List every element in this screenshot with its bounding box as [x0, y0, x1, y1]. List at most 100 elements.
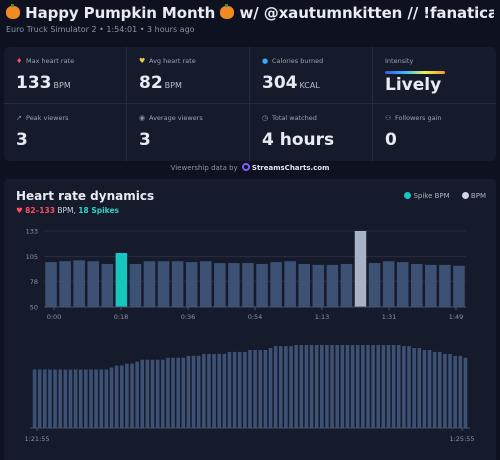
bpm-bar — [68, 369, 73, 428]
bpm-bar — [371, 345, 375, 428]
bpm-bar — [109, 367, 114, 428]
bpm-bar — [330, 345, 334, 428]
x-tick-label: 1:13 — [315, 313, 330, 321]
bpm-bar — [101, 263, 114, 307]
stat-label: Total watched — [272, 114, 317, 122]
bpm-bar — [368, 263, 381, 307]
bpm-bar — [114, 365, 119, 428]
clock-icon: ◷ — [262, 114, 269, 122]
legend-spike-bpm[interactable]: Spike BPM — [404, 192, 450, 200]
stat-value: 82 — [139, 73, 163, 93]
stat-label: Followers gain — [395, 114, 442, 122]
stream-title[interactable]: Happy Pumpkin Month w/ @xautumnkitten //… — [6, 4, 494, 22]
bpm-bar — [232, 351, 237, 428]
stream-subtitle: Euro Truck Simulator 2 • 1:54:01 • 3 hou… — [6, 25, 195, 34]
legend-label: BPM — [470, 192, 486, 200]
bpm-bar — [386, 345, 391, 428]
stat-value: 4 hours — [262, 130, 335, 150]
heart-rate-chart[interactable]: 50 78 105 133 0:00 0:18 0:36 0:54 1:13 1:31 1:49 — [4, 221, 496, 346]
bpm-bar — [381, 345, 386, 428]
streamscharts-link[interactable]: StreamsCharts.com — [251, 164, 330, 172]
bpm-bar — [53, 369, 57, 428]
bpm-bar — [422, 350, 427, 428]
stat-intensity: Intensity Lively — [373, 47, 496, 104]
x-tick-label: 0:00 — [47, 313, 62, 321]
bpm-bar — [345, 345, 350, 428]
bpm-bar — [32, 369, 37, 428]
legend-dot-icon — [461, 192, 469, 199]
chart-title: Heart rate dynamics — [16, 189, 155, 203]
stat-max-heart-rate: ♦ Max heart rate 133 BPM — [4, 47, 127, 104]
bpm-bar — [78, 369, 83, 428]
stat-value: 3 — [16, 130, 28, 150]
bpm-bar — [185, 262, 198, 307]
bpm-bar — [263, 350, 268, 428]
bpm-bar — [407, 346, 411, 428]
bpm-bar — [361, 345, 365, 428]
bpm-bar — [58, 369, 63, 428]
bpm-bar — [396, 262, 409, 307]
chart-legend: Spike BPM BPM — [394, 192, 486, 200]
streamscharts-logo-icon — [241, 163, 250, 171]
bpm-bar — [268, 348, 273, 428]
bpm-bar — [73, 260, 85, 307]
bpm-bar — [87, 261, 100, 307]
stat-label: Avg heart rate — [149, 57, 196, 65]
bpm-bar — [340, 263, 353, 307]
eye-icon: ◉ — [139, 114, 146, 122]
bpm-bar — [84, 369, 88, 428]
bpm-bar — [135, 361, 139, 428]
intensity-gradient-bar — [385, 71, 445, 74]
stat-label: Calories burned — [272, 57, 324, 65]
stat-label: Average viewers — [149, 114, 203, 122]
stat-calories-burned: ● Calories burned 304 KCAL — [250, 47, 373, 104]
x-tick-label: 0:54 — [248, 313, 263, 321]
bpm-bar — [376, 345, 381, 428]
bpm-bar — [463, 357, 468, 428]
title-prefix: Happy Pumpkin Month — [25, 4, 216, 22]
heart-rate-detail-chart[interactable]: 1:21:55 1:25:55 — [4, 345, 496, 460]
bpm-bar — [298, 263, 311, 307]
bpm-bar — [125, 363, 129, 428]
bpm-bar — [73, 369, 78, 428]
stat-total-watched: ◷ Total watched 4 hours — [250, 104, 373, 161]
bpm-bar — [448, 353, 452, 428]
bpm-bar — [314, 345, 319, 428]
stat-unit: BPM — [53, 81, 71, 90]
bpm-bar — [199, 261, 212, 307]
x-tick-label: 1:31 — [382, 313, 397, 321]
bpm-range: 82–133 — [25, 206, 55, 215]
bpm-bar — [181, 357, 186, 428]
bpm-bar — [304, 345, 309, 428]
stat-value: Lively — [385, 75, 442, 95]
stats-panel: ♦ Max heart rate 133 BPM ♥ Avg heart rate 8… — [4, 47, 496, 161]
viewership-note: Viewership data by StreamsCharts.com — [0, 163, 500, 172]
bpm-bar — [284, 346, 288, 428]
bpm-bar — [340, 345, 345, 428]
bpm-bar — [196, 355, 201, 428]
bpm-bar — [410, 263, 423, 307]
bpm-bar — [45, 262, 57, 307]
trend-up-icon: ↗ — [16, 114, 22, 122]
title-suffix: w/ @xautumnkitten // !fanatical !rgb !su… — [239, 4, 494, 22]
bpm-bar — [366, 345, 370, 428]
bpm-bar — [335, 345, 339, 428]
legend-bpm[interactable]: BPM — [461, 192, 486, 200]
bpm-bar — [382, 261, 395, 307]
bpm-bar — [242, 263, 254, 307]
bpm-bar — [258, 350, 263, 428]
bpm-bar — [432, 351, 437, 428]
stat-value: 304 — [262, 73, 298, 93]
bpm-bar — [155, 359, 160, 428]
stat-label: Intensity — [385, 57, 414, 65]
bpm-bar — [191, 355, 196, 428]
stat-value: 3 — [139, 130, 151, 150]
bpm-bar — [59, 261, 71, 307]
bpm-bar — [89, 369, 93, 428]
bpm-bar — [130, 363, 134, 428]
bpm-bar — [217, 353, 222, 428]
stat-average-viewers: ◉ Average viewers 3 — [127, 104, 250, 161]
x-tick-label: 0:36 — [181, 313, 196, 321]
bpm-bar — [312, 264, 325, 307]
bpm-bar — [355, 345, 360, 428]
